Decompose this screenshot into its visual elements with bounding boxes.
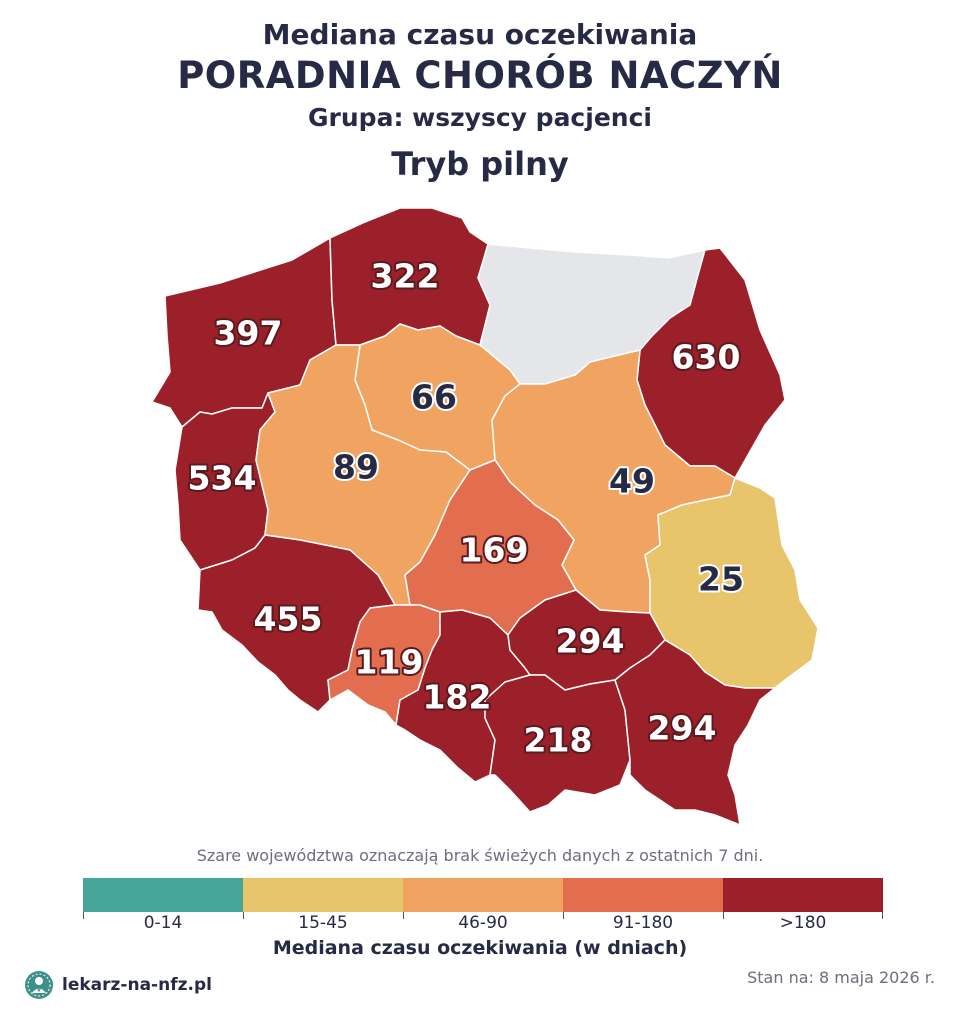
value-pomorskie: 322 <box>371 257 440 296</box>
legend-label-180-plus: >180 <box>779 913 827 933</box>
title-line-1: Mediana czasu oczekiwania <box>262 18 698 51</box>
value-lodzkie: 169 <box>460 531 529 570</box>
legend-swatch-91-180 <box>563 878 723 919</box>
value-malopolskie: 218 <box>524 721 593 760</box>
legend-labels: 0-14 15-45 46-90 91-180 >180 <box>83 913 883 933</box>
brand[interactable]: lekarz-na-nfz.pl <box>24 970 212 1000</box>
brand-name[interactable]: lekarz-na-nfz.pl <box>62 975 212 995</box>
legend-swatch-0-14 <box>83 878 243 919</box>
legend-label-0-14: 0-14 <box>143 913 183 933</box>
region-malopolskie[interactable] <box>484 674 631 813</box>
legend-title: Mediana czasu oczekiwania (w dniach) <box>272 937 688 959</box>
mode-subtitle: Tryb pilny <box>391 145 569 183</box>
legend-colorbar <box>83 878 883 919</box>
legend-swatch-180-plus <box>723 878 883 919</box>
legend-label-15-45: 15-45 <box>298 913 348 933</box>
value-podkarpackie: 294 <box>648 709 717 748</box>
legend-swatch-46-90 <box>403 878 563 919</box>
poland-map: 397 322 630 66 534 89 49 169 25 455 119 … <box>151 207 819 826</box>
value-podlaskie: 630 <box>672 338 741 377</box>
value-mazowieckie: 49 <box>609 462 655 501</box>
value-lubuskie: 534 <box>188 459 257 498</box>
legend-label-91-180: 91-180 <box>612 913 674 933</box>
title-line-2: PORADNIA CHORÓB NACZYŃ <box>177 54 783 97</box>
doctor-logo-icon <box>25 971 53 999</box>
value-dolnoslaskie: 455 <box>254 600 323 639</box>
group-subtitle: Grupa: wszyscy pacjenci <box>308 103 652 132</box>
value-wielkopolskie: 89 <box>333 448 379 487</box>
no-data-note: Szare województwa oznaczają brak świeżyc… <box>196 846 764 865</box>
value-kujawsko-pomorskie: 66 <box>411 378 457 417</box>
value-lubelskie: 25 <box>698 560 744 599</box>
legend-swatch-15-45 <box>243 878 403 919</box>
data-date: Stan na: 8 maja 2026 r. <box>747 968 935 987</box>
value-swietokrzyskie: 294 <box>556 622 625 661</box>
value-slaskie: 182 <box>423 678 492 717</box>
legend-label-46-90: 46-90 <box>458 913 508 933</box>
region-podkarpackie[interactable] <box>614 639 776 826</box>
value-zachodniopomorskie: 397 <box>214 314 283 353</box>
value-opolskie: 119 <box>355 643 424 682</box>
